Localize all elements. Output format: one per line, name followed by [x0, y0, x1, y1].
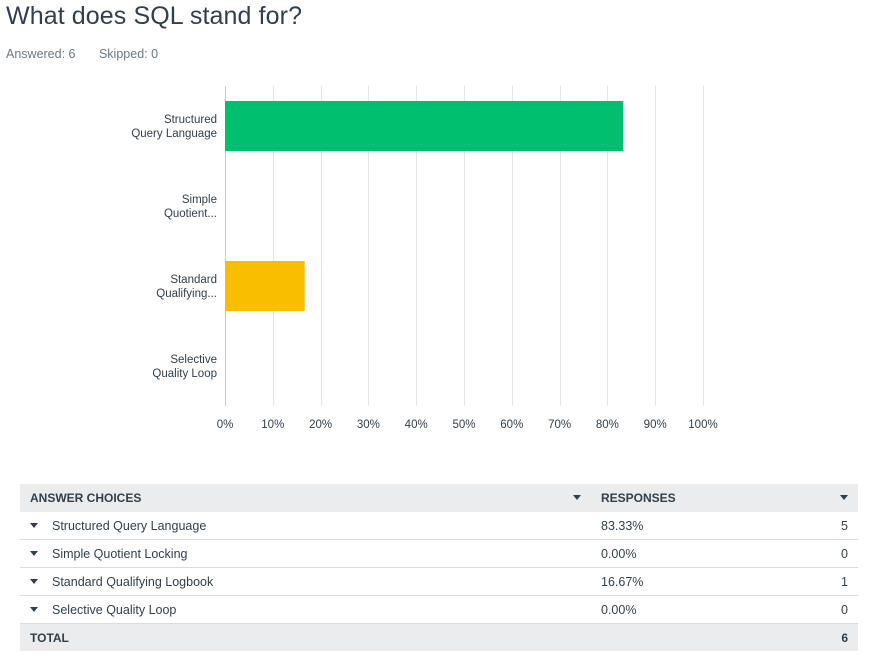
total-row: TOTAL 6	[20, 623, 858, 651]
chart-bar	[225, 101, 624, 151]
responses-header[interactable]: RESPONSES	[591, 484, 858, 512]
response-percent: 16.67%	[591, 567, 791, 596]
answer-choices-header-label: ANSWER CHOICES	[30, 491, 142, 505]
question-title: What does SQL stand for?	[6, 2, 303, 30]
response-bar-chart: 0% 10% 20% 30% 40% 50% 60% 70% 80% 90% 100% Structu…	[131, 86, 718, 431]
skipped-count: Skipped: 0	[98, 47, 159, 61]
response-stats: Answered: 6 Skipped: 0	[6, 47, 178, 61]
table-header-row: ANSWER CHOICES RESPONSES	[20, 484, 858, 512]
expand-caret-icon[interactable]	[30, 550, 38, 556]
x-tick-label: 0%	[217, 419, 234, 431]
answered-count: Answered: 6	[6, 47, 76, 61]
expand-caret-icon[interactable]	[30, 522, 38, 528]
x-tick-label: 20%	[309, 419, 332, 431]
answer-choices-header[interactable]: ANSWER CHOICES	[20, 484, 591, 512]
x-tick-label: 10%	[261, 419, 284, 431]
response-count: 1	[791, 567, 858, 596]
category-label: Selective Quality Loop	[152, 354, 217, 380]
total-label: TOTAL	[20, 623, 591, 651]
category-label: Structured Query Language	[131, 114, 217, 140]
response-count: 5	[791, 512, 858, 540]
table-row: Selective Quality Loop 0.00% 0	[20, 595, 858, 624]
choice-label: Simple Quotient Locking	[52, 546, 188, 561]
response-count: 0	[791, 595, 858, 624]
x-tick-label: 80%	[596, 419, 619, 431]
total-count: 6	[791, 623, 858, 651]
response-count: 0	[791, 539, 858, 568]
response-percent: 0.00%	[591, 539, 791, 568]
choice-label: Standard Qualifying Logbook	[52, 574, 214, 589]
x-tick-label: 100%	[688, 419, 717, 431]
category-label: Standard Qualifying...	[156, 274, 217, 300]
response-percent: 0.00%	[591, 595, 791, 624]
chart-bar	[225, 261, 305, 311]
x-tick-label: 40%	[405, 419, 428, 431]
expand-caret-icon[interactable]	[30, 606, 38, 612]
x-tick-label: 30%	[357, 419, 380, 431]
x-tick-label: 50%	[452, 419, 475, 431]
responses-header-label: RESPONSES	[601, 491, 676, 505]
sort-caret-icon[interactable]	[840, 495, 848, 500]
sort-caret-icon[interactable]	[573, 495, 581, 500]
x-tick-label: 60%	[500, 419, 523, 431]
table-row: Standard Qualifying Logbook 16.67% 1	[20, 567, 858, 596]
x-tick-label: 90%	[644, 419, 667, 431]
choice-label: Selective Quality Loop	[52, 602, 177, 617]
responses-table: ANSWER CHOICES RESPONSES Structured Quer…	[20, 484, 858, 651]
expand-caret-icon[interactable]	[30, 578, 38, 584]
choice-label: Structured Query Language	[52, 518, 207, 533]
x-tick-label: 70%	[548, 419, 571, 431]
table-row: Structured Query Language 83.33% 5	[20, 512, 858, 540]
category-label: Simple Quotient...	[164, 194, 217, 220]
table-row: Simple Quotient Locking 0.00% 0	[20, 539, 858, 568]
response-percent: 83.33%	[591, 512, 791, 540]
